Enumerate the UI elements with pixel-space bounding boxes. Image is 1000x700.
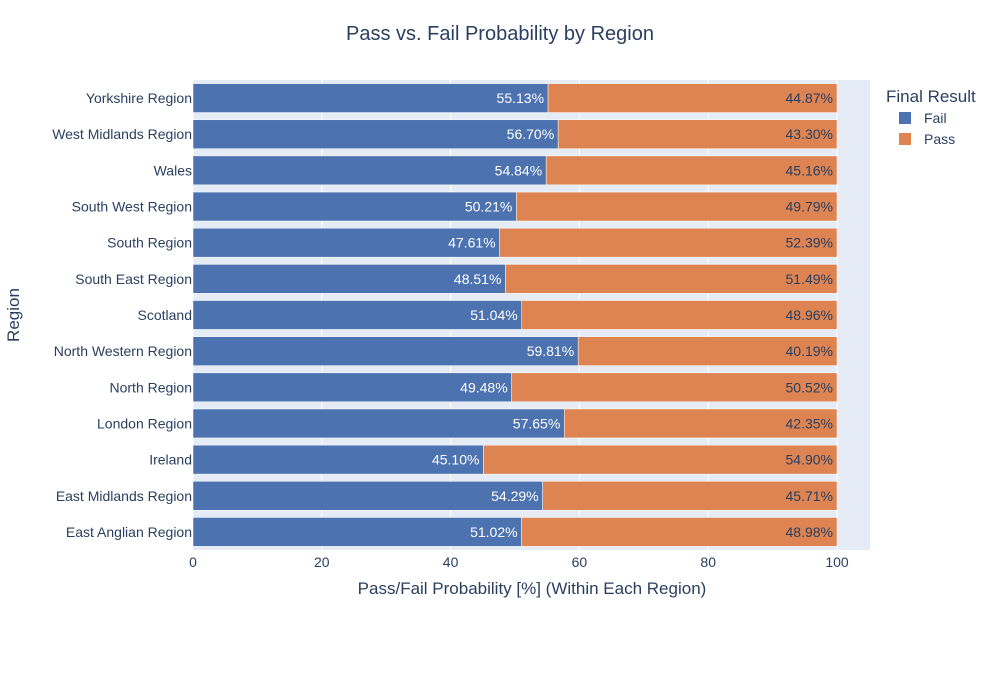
legend-swatch-fail xyxy=(899,112,911,124)
bar-fail xyxy=(192,191,517,222)
y-tick-label: East Midlands Region xyxy=(56,488,192,504)
bar-pass xyxy=(521,300,838,330)
bar-fail xyxy=(192,372,512,403)
bar-pass xyxy=(516,191,838,222)
bar-value-label: 49.79% xyxy=(786,199,833,215)
bar-value-label: 45.71% xyxy=(786,488,833,504)
bar-value-label: 44.87% xyxy=(786,90,833,106)
x-axis-title: Pass/Fail Probability [%] (Within Each R… xyxy=(358,579,707,598)
bar-value-label: 47.61% xyxy=(448,235,495,251)
bar-value-label: 51.49% xyxy=(786,271,833,287)
bar-value-label: 49.48% xyxy=(460,379,507,395)
bar-pass xyxy=(521,517,838,547)
bar-value-label: 57.65% xyxy=(513,415,560,431)
bar-pass xyxy=(557,119,838,149)
bar-pass xyxy=(577,336,838,366)
bar-fail xyxy=(192,517,522,547)
y-tick-label: West Midlands Region xyxy=(52,126,192,142)
y-tick-label: Scotland xyxy=(138,307,192,323)
bar-value-label: 43.30% xyxy=(786,126,833,142)
y-tick-label: South Region xyxy=(107,235,192,251)
bar-value-label: 48.96% xyxy=(786,307,833,323)
y-tick-label: London Region xyxy=(97,415,192,431)
y-tick-label: Ireland xyxy=(149,452,192,468)
chart-title: Pass vs. Fail Probability by Region xyxy=(346,23,654,45)
bar-pass xyxy=(499,227,838,258)
bar-value-label: 45.16% xyxy=(786,162,833,178)
bar-value-label: 54.29% xyxy=(491,488,538,504)
bar-value-label: 51.02% xyxy=(470,524,517,540)
bar-fail xyxy=(192,119,559,149)
bar-value-label: 54.84% xyxy=(495,162,542,178)
bar-pass xyxy=(547,83,838,113)
bar-fail xyxy=(192,481,543,511)
bar-fail xyxy=(192,408,565,439)
bar-value-label: 48.98% xyxy=(786,524,833,540)
bar-value-label: 45.10% xyxy=(432,452,479,468)
bar-fail xyxy=(192,83,549,113)
x-tick-label: 60 xyxy=(572,554,588,570)
bar-fail xyxy=(192,300,522,330)
bar-pass xyxy=(505,264,838,294)
y-tick-label: North Region xyxy=(110,379,193,395)
bar-value-label: 54.90% xyxy=(786,452,833,468)
bar-value-label: 48.51% xyxy=(454,271,501,287)
legend-label-pass: Pass xyxy=(924,131,955,147)
bar-pass xyxy=(564,408,838,439)
x-tick-label: 80 xyxy=(700,554,716,570)
bar-pass xyxy=(483,444,838,475)
y-tick-label: Yorkshire Region xyxy=(86,90,192,106)
y-tick-label: Wales xyxy=(154,162,192,178)
x-tick-label: 0 xyxy=(189,554,197,570)
y-axis-title: Region xyxy=(4,288,23,342)
y-tick-label: South East Region xyxy=(75,271,192,287)
y-tick-label: North Western Region xyxy=(54,343,192,359)
bar-value-label: 52.39% xyxy=(786,235,833,251)
bar-value-label: 42.35% xyxy=(786,415,833,431)
bar-pass xyxy=(545,155,838,186)
legend-label-fail: Fail xyxy=(924,110,947,126)
x-tick-label: 100 xyxy=(825,554,849,570)
bar-value-label: 56.70% xyxy=(507,126,554,142)
x-tick-labels: 0 20 40 60 80 100 xyxy=(189,554,849,570)
bar-value-label: 55.13% xyxy=(497,90,544,106)
bar-pass xyxy=(511,372,838,403)
bar-fail xyxy=(192,155,547,186)
legend-swatch-pass xyxy=(899,133,911,145)
bar-fail xyxy=(192,264,506,294)
bar-value-label: 50.21% xyxy=(465,199,512,215)
x-tick-label: 40 xyxy=(443,554,459,570)
bar-pass xyxy=(542,481,838,511)
legend: Final Result Fail Pass xyxy=(886,87,976,147)
bars-group: 55.13% 44.87% 56.70% 43.30% 54.84% 45.16% 50.2… xyxy=(192,83,838,547)
bar-fail xyxy=(192,336,579,366)
y-tick-label: East Anglian Region xyxy=(66,524,192,540)
y-tick-label: South West Region xyxy=(72,199,192,215)
x-tick-label: 20 xyxy=(314,554,330,570)
bar-value-label: 59.81% xyxy=(527,343,574,359)
bar-value-label: 50.52% xyxy=(786,379,833,395)
y-tick-labels: Yorkshire Region West Midlands Region Wale… xyxy=(52,90,192,540)
legend-title: Final Result xyxy=(886,87,976,106)
bar-value-label: 40.19% xyxy=(786,343,833,359)
bar-fail xyxy=(192,227,500,258)
bar-value-label: 51.04% xyxy=(470,307,517,323)
